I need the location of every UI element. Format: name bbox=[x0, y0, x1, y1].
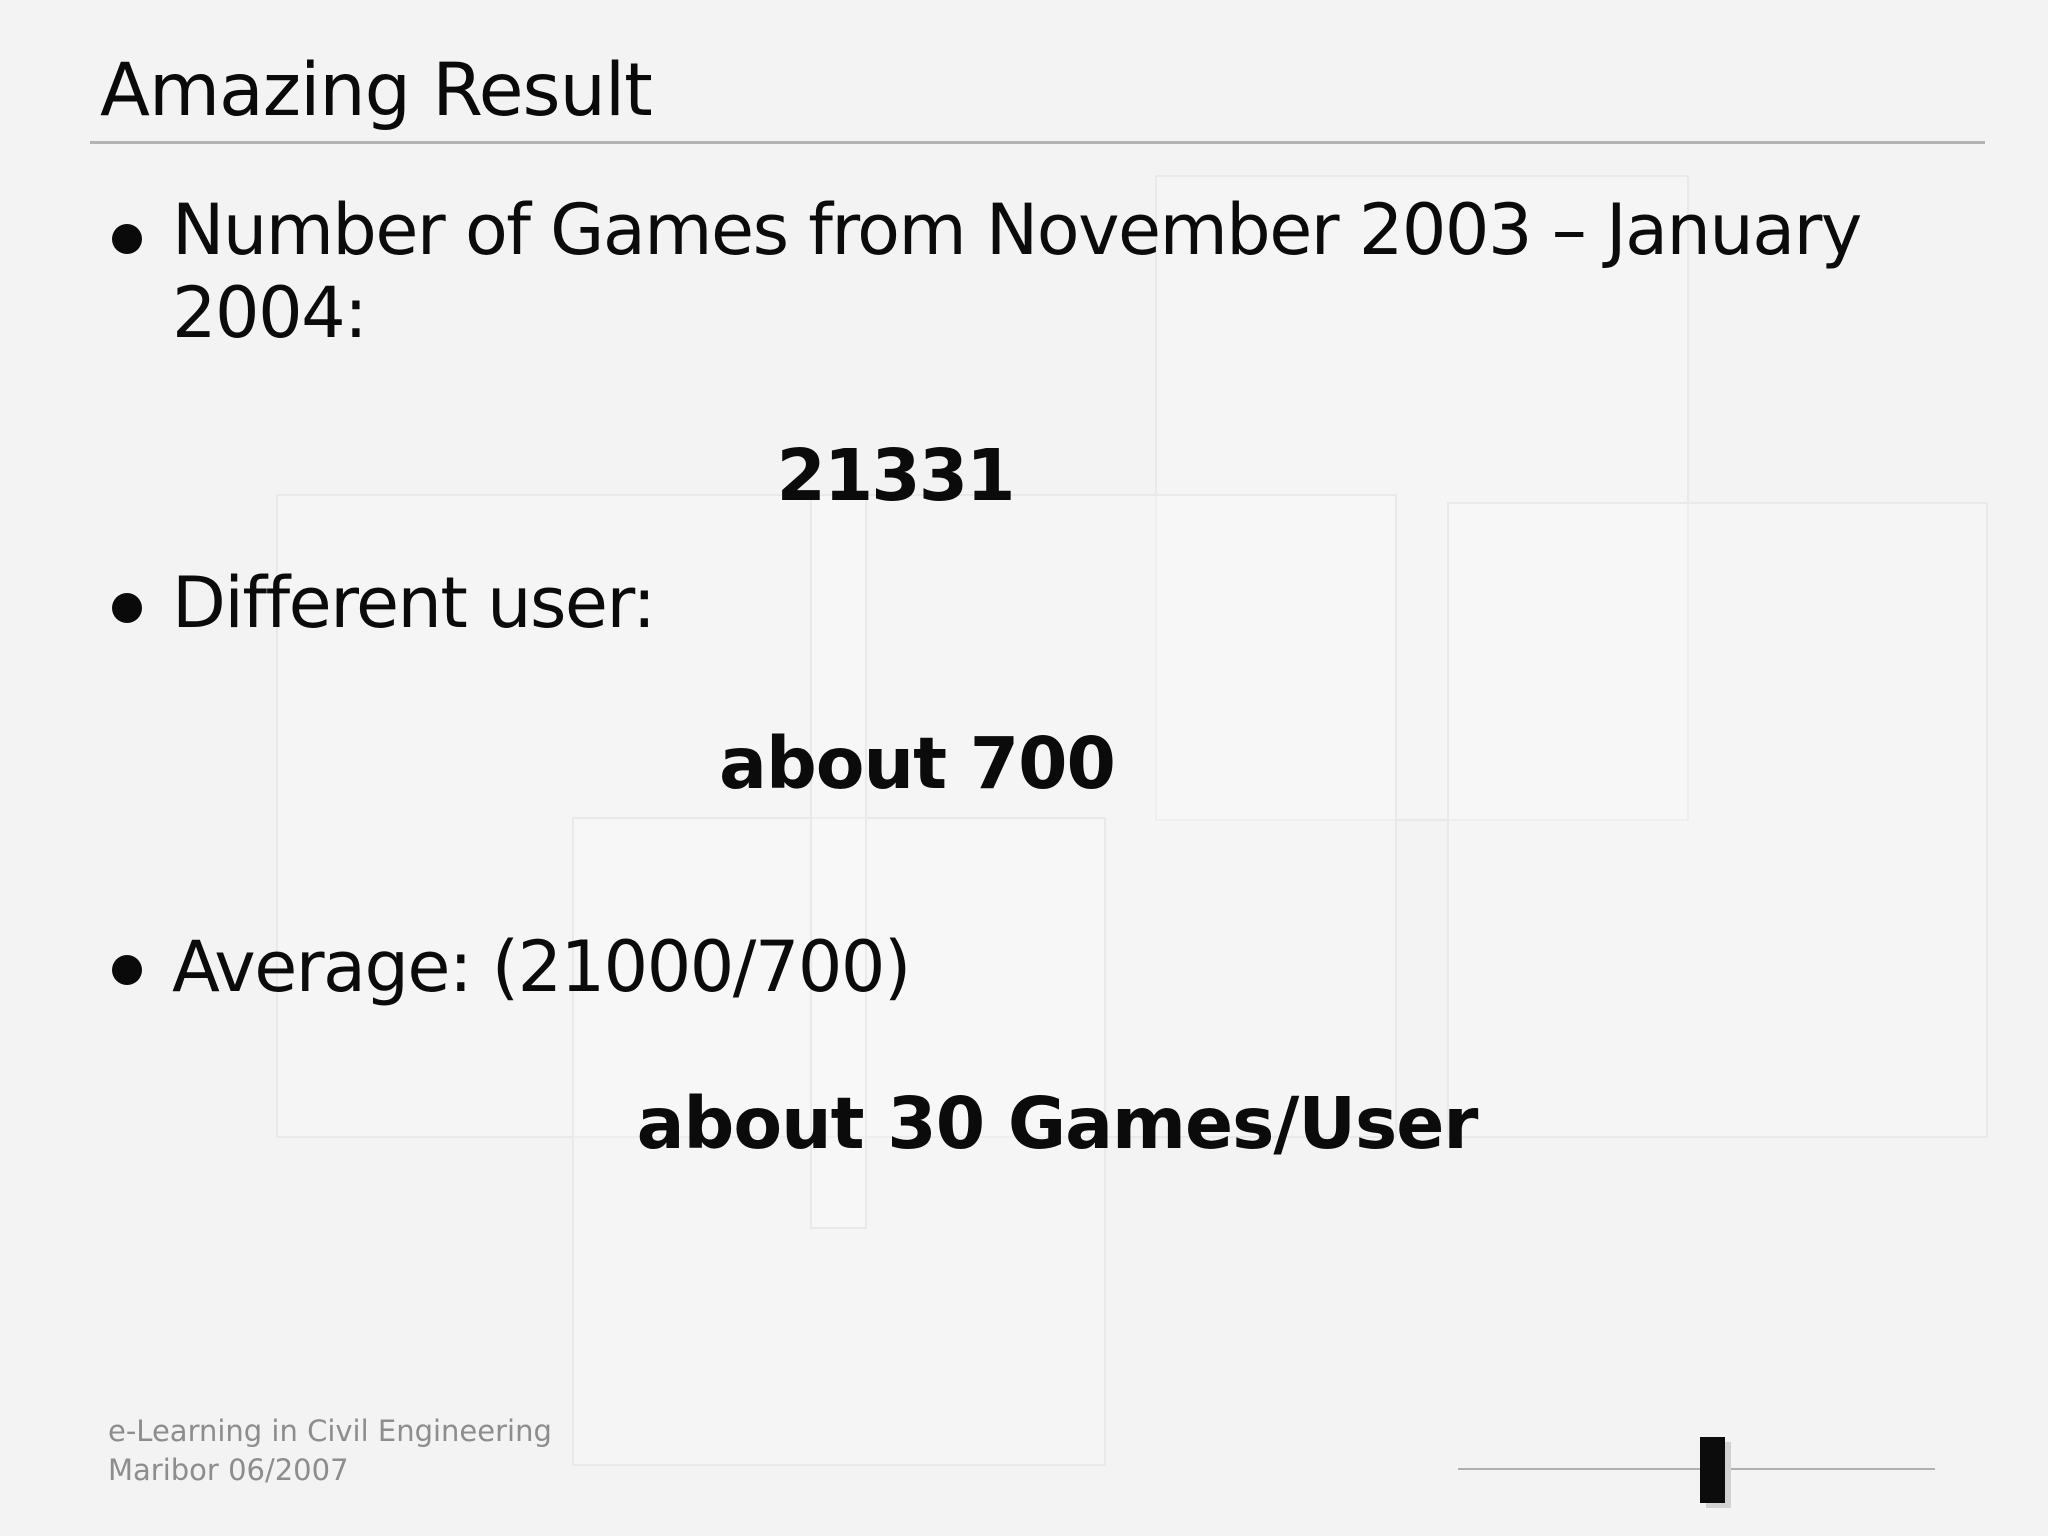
bullet-text-wrap: 2004: bbox=[172, 272, 368, 354]
decorative-frame-middle-left bbox=[276, 494, 1397, 1138]
result-value-average: about 30 Games/User bbox=[636, 1082, 1479, 1165]
slide-title: Amazing Result bbox=[100, 48, 653, 133]
title-rule bbox=[90, 141, 1985, 144]
bullet-dot bbox=[112, 955, 142, 985]
bullet-dot bbox=[112, 224, 142, 254]
bullet-dot bbox=[112, 593, 142, 623]
decorative-frame-narrow bbox=[810, 494, 867, 1229]
progress-position-marker bbox=[1700, 1437, 1725, 1503]
progress-track-line bbox=[1458, 1468, 1935, 1470]
footer-location-date: Maribor 06/2007 bbox=[108, 1453, 349, 1487]
bullet-text: Number of Games from November 2003 – Jan… bbox=[172, 189, 1862, 271]
result-value-games: 21331 bbox=[776, 434, 1015, 517]
bullet-text: Different user: bbox=[172, 562, 656, 644]
result-value-users: about 700 bbox=[719, 722, 1116, 805]
footer-event-name: e-Learning in Civil Engineering bbox=[108, 1414, 552, 1448]
decorative-frame-middle-right bbox=[1447, 502, 1988, 1138]
bullet-text: Average: (21000/700) bbox=[172, 926, 911, 1008]
decorative-frame-top-right bbox=[1155, 175, 1689, 821]
decorative-frame-bottom-center bbox=[572, 817, 1106, 1466]
